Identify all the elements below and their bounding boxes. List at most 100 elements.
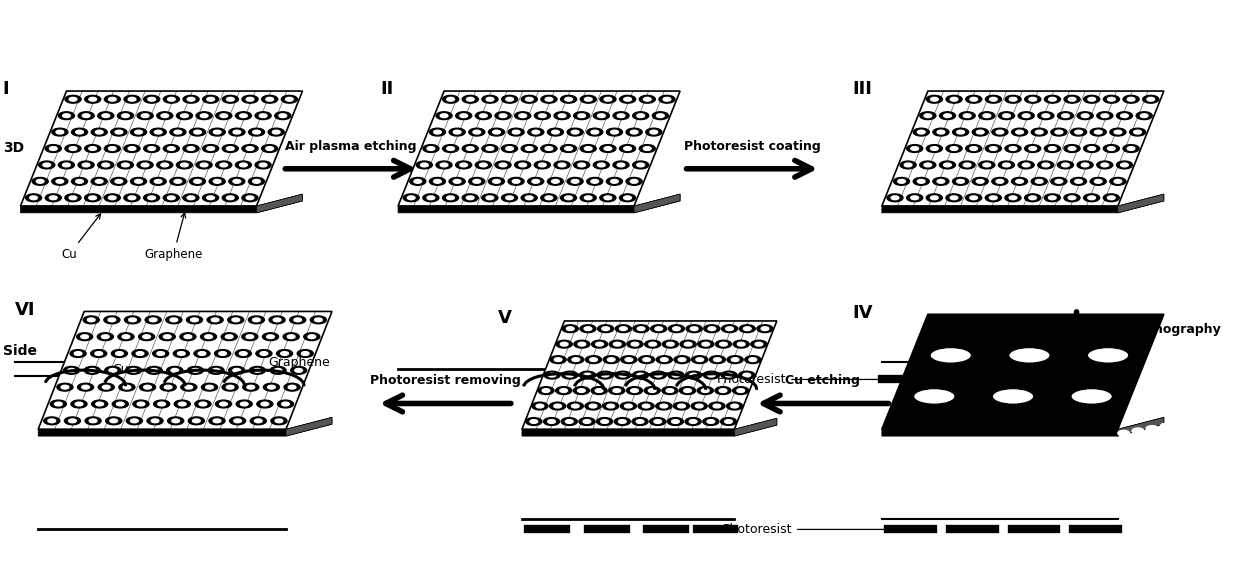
Circle shape [222,383,238,391]
Circle shape [270,366,286,374]
Circle shape [719,388,727,392]
Circle shape [95,351,103,355]
Circle shape [118,112,134,120]
Circle shape [528,128,544,136]
Circle shape [76,180,83,183]
Polygon shape [398,91,680,206]
Circle shape [449,128,465,136]
Circle shape [200,402,207,406]
Circle shape [50,196,57,199]
Circle shape [715,387,732,394]
Circle shape [207,196,215,199]
Circle shape [71,350,86,357]
Polygon shape [882,194,1164,213]
Circle shape [632,371,649,379]
Circle shape [506,147,513,150]
Circle shape [595,342,604,346]
Circle shape [606,404,615,408]
Circle shape [686,325,702,332]
Circle shape [556,387,572,394]
Ellipse shape [914,388,955,404]
Circle shape [98,112,114,120]
Circle shape [595,388,603,392]
Circle shape [894,177,910,186]
Circle shape [528,177,544,186]
Circle shape [160,383,176,391]
Circle shape [198,351,206,355]
Circle shape [564,147,573,150]
Circle shape [246,335,254,339]
Circle shape [930,97,939,101]
Circle shape [495,161,511,169]
Circle shape [526,147,533,150]
Polygon shape [286,417,332,436]
Circle shape [58,161,74,169]
Circle shape [655,373,662,377]
Circle shape [460,163,467,167]
Circle shape [1096,161,1112,169]
Circle shape [620,194,636,202]
Circle shape [976,180,985,183]
Circle shape [1022,163,1030,167]
Circle shape [1003,114,1011,117]
Circle shape [591,340,608,348]
Circle shape [906,194,923,202]
Circle shape [603,402,619,410]
Circle shape [62,163,71,167]
Circle shape [1097,112,1112,120]
Circle shape [1044,194,1060,202]
Circle shape [532,402,548,410]
Circle shape [170,177,186,186]
Circle shape [288,386,296,389]
Circle shape [466,97,474,101]
Circle shape [167,97,175,101]
Circle shape [170,128,186,136]
Circle shape [1087,147,1095,150]
Circle shape [743,373,750,377]
Circle shape [128,196,135,199]
Circle shape [652,112,668,120]
Circle shape [574,112,590,120]
Circle shape [639,144,655,153]
Circle shape [546,97,553,101]
Circle shape [154,400,170,408]
Circle shape [133,400,149,408]
Circle shape [69,97,77,101]
Circle shape [600,194,616,202]
Circle shape [996,180,1003,183]
Circle shape [680,387,696,394]
Circle shape [594,112,609,120]
Circle shape [536,404,544,408]
Circle shape [703,371,719,379]
Circle shape [1035,180,1043,183]
Circle shape [192,419,200,423]
Circle shape [81,335,88,339]
Circle shape [1064,194,1080,202]
Circle shape [267,335,274,339]
Circle shape [580,325,596,332]
Circle shape [589,404,596,408]
Circle shape [727,355,743,364]
Circle shape [144,194,160,202]
Circle shape [972,177,988,186]
Circle shape [486,97,494,101]
Circle shape [1003,163,1011,167]
Circle shape [482,95,498,103]
Circle shape [480,114,487,117]
Circle shape [549,402,565,410]
Circle shape [164,144,180,153]
Circle shape [159,333,175,340]
Circle shape [242,333,258,340]
Circle shape [957,180,965,183]
Circle shape [709,402,725,410]
Circle shape [946,194,962,202]
Circle shape [609,387,625,394]
Circle shape [443,144,459,153]
Circle shape [138,112,154,120]
Text: II: II [381,80,393,98]
Circle shape [541,194,557,202]
Circle shape [591,387,608,394]
Circle shape [83,316,99,324]
Circle shape [233,130,241,134]
Circle shape [725,327,733,331]
